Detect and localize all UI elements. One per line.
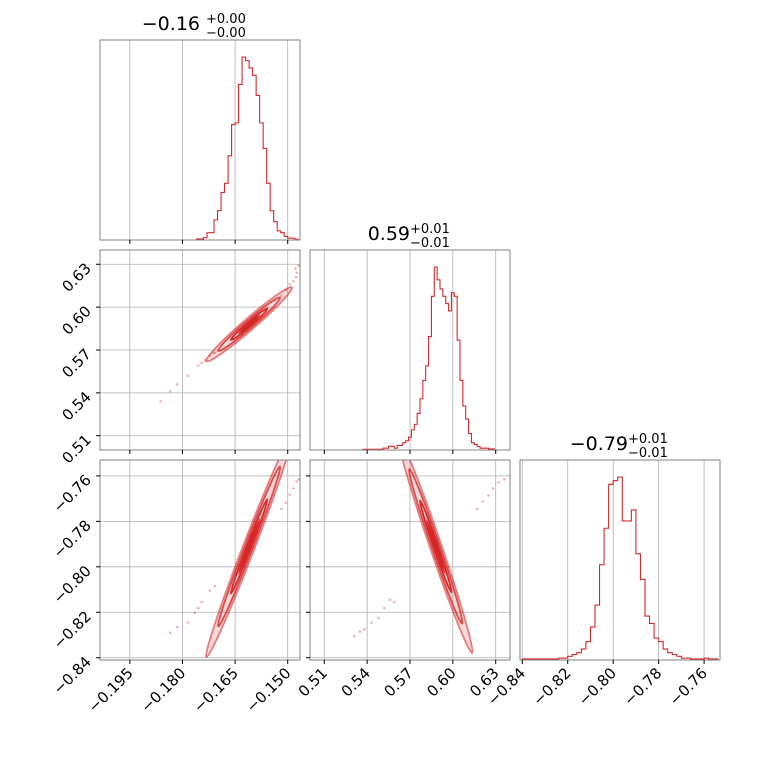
histogram-0 [100,56,300,240]
scatter-point [370,621,373,624]
contour-core [238,314,261,334]
scatter-point [295,480,298,483]
panel-frame [99,459,301,661]
scatter-point [382,606,386,610]
scatter-point [388,598,392,602]
panel-content [520,476,720,660]
histogram-1 [310,266,510,450]
title-param-1: 0.59 [368,223,410,245]
panel-content [352,460,506,654]
panel-content [310,266,510,450]
contour-level-2 [205,286,293,363]
panel-2-1 [306,459,511,664]
title-param-0-minus: −0.00 [206,26,246,41]
scatter-point [292,487,295,490]
title-param-1-plus: +0.01 [410,222,450,237]
scatter-point [481,500,485,503]
panel-1-1 [309,249,511,454]
panel-2-2 [519,459,721,664]
scatter-point [502,478,506,481]
contour-level-2 [397,460,474,654]
scatter-point [362,628,366,631]
scatter-point [213,351,217,355]
scatter-point [200,600,204,604]
contour-level-0 [229,307,269,342]
contour-level-1 [217,465,282,628]
panel-content [168,460,300,659]
contour-level-2 [205,460,294,659]
scatter-point [497,480,500,484]
scatter-point [159,400,163,403]
scatter-point [475,507,479,511]
scatter-point [294,267,297,270]
contour-core [426,518,446,574]
scatter-point [392,600,396,604]
title-param-0: −0.16 [142,13,200,35]
scatter-point [297,478,300,481]
panel-1-0 [96,249,301,454]
panel-content [100,56,300,240]
scatter-point [186,621,190,624]
scatter-point [292,280,295,283]
scatter-point [168,631,172,635]
scatter-point [280,294,283,298]
scatter-point [175,382,179,386]
scatter-point [377,616,380,620]
scatter-point [491,487,495,490]
scatter-point [297,264,300,268]
contour-level-0 [418,499,453,594]
scatter-point [196,364,200,368]
scatter-point [294,275,298,279]
title-param-0-plus: +0.00 [206,12,246,27]
scatter-point [208,589,212,592]
panel-frame [99,39,301,241]
scatter-point [487,493,490,497]
scatter-point [213,584,217,588]
scatter-point [358,630,362,633]
scatter-point [186,374,190,378]
title-param-2-minus: −0.01 [628,446,668,461]
scatter-point [295,271,299,275]
title-param-1-minus: −0.01 [410,236,450,251]
scatter-point [193,611,197,615]
scatter-point [284,501,288,505]
panel-frame [519,459,721,661]
histogram-2 [520,476,720,660]
contour-level-0 [229,498,269,595]
title-param-2-plus: +0.01 [628,432,668,447]
title-param-2: −0.79 [570,433,628,455]
scatter-point [196,606,200,610]
panel-2-0 [96,459,301,664]
contour-core [238,517,261,575]
contour-level-1 [217,296,282,353]
panel-0-0 [99,39,301,244]
panel-content [159,264,300,403]
scatter-point [288,493,292,496]
contour-level-1 [408,468,464,625]
scatter-point [200,361,204,365]
scatter-point [280,507,283,511]
scatter-point [175,625,179,629]
scatter-point [168,390,172,393]
scatter-point [352,634,356,638]
scatter-point [288,282,292,286]
